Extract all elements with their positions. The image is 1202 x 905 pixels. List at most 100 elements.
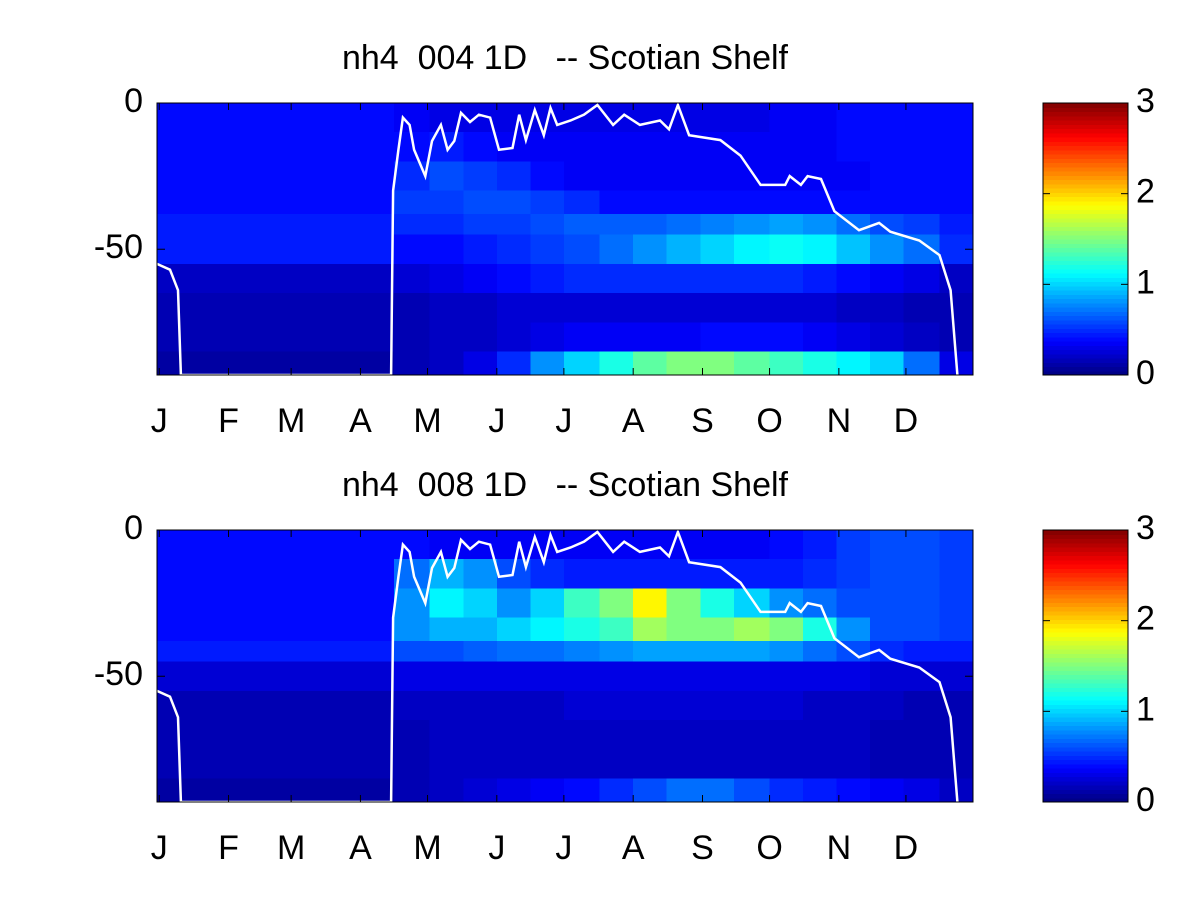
heatmap-cell xyxy=(259,322,294,353)
heatmap-cell xyxy=(496,322,531,353)
colorbar-step xyxy=(1043,128,1128,134)
heatmap-cell xyxy=(803,690,838,721)
heatmap-cell xyxy=(733,161,771,192)
colorbar-step xyxy=(1043,120,1128,125)
heatmap-cell xyxy=(733,778,771,803)
heatmap-cell xyxy=(429,214,464,236)
heatmap-cell xyxy=(769,322,804,353)
heatmap-cell xyxy=(939,690,974,721)
heatmap-cell xyxy=(326,749,362,780)
colorbar-step xyxy=(1043,636,1128,642)
heatmap-cell xyxy=(190,132,227,163)
heatmap-cell xyxy=(633,263,668,294)
heatmap-cell xyxy=(326,559,362,590)
heatmap-cell xyxy=(870,293,905,323)
heatmap-cell xyxy=(836,559,871,590)
x-tick-label: D xyxy=(894,402,919,440)
heatmap-cell xyxy=(633,641,668,663)
heatmap-cell xyxy=(666,161,701,192)
colorbar-step xyxy=(1043,188,1128,193)
colorbar-step xyxy=(1043,555,1128,561)
colorbar-step xyxy=(1043,341,1128,346)
heatmap-cell xyxy=(633,103,668,133)
heatmap-cell xyxy=(393,263,431,294)
heatmap-cell xyxy=(803,720,838,750)
heatmap-cell xyxy=(530,749,565,780)
colorbar-step xyxy=(1043,200,1128,206)
heatmap-cell xyxy=(599,190,634,215)
heatmap-cell xyxy=(769,641,804,663)
heatmap-cell xyxy=(633,559,668,590)
colorbar-step xyxy=(1043,691,1128,697)
heatmap-cell xyxy=(360,641,395,663)
heatmap-cell xyxy=(939,322,974,353)
colorbar-step xyxy=(1043,780,1128,786)
heatmap-cell xyxy=(836,661,871,692)
heatmap-cell xyxy=(563,720,601,750)
heatmap-cell xyxy=(903,720,941,750)
heatmap-cell xyxy=(463,234,498,265)
heatmap-cell xyxy=(666,720,701,750)
colorbar-step xyxy=(1043,149,1128,155)
heatmap-cell xyxy=(259,661,294,692)
heatmap-cell xyxy=(599,214,634,236)
heatmap-cell xyxy=(769,293,804,323)
heatmap-cell xyxy=(530,263,565,294)
heatmap-cell xyxy=(939,559,974,590)
heatmap-cell xyxy=(903,690,941,721)
colorbar-step xyxy=(1043,700,1128,705)
heatmap-cell xyxy=(496,690,531,721)
heatmap-cell xyxy=(293,132,328,163)
heatmap-cell xyxy=(226,778,261,803)
heatmap-cell xyxy=(700,234,735,265)
colorbar-step xyxy=(1043,103,1128,108)
heatmap-cell xyxy=(393,190,431,215)
colorbar-step xyxy=(1043,209,1128,215)
colorbar-step xyxy=(1043,585,1128,591)
heatmap-cell xyxy=(700,103,735,133)
colorbar-step xyxy=(1043,362,1128,368)
chart-title: nh4 008 1D -- Scotian Shelf xyxy=(342,466,789,504)
colorbar-step xyxy=(1043,793,1128,799)
colorbar-step xyxy=(1043,661,1128,667)
heatmap-cell xyxy=(226,161,261,192)
heatmap-cell xyxy=(700,690,735,721)
heatmap-cell xyxy=(769,720,804,750)
colorbar-step xyxy=(1043,260,1128,266)
heatmap-cell xyxy=(259,778,294,803)
heatmap-cell xyxy=(733,530,771,560)
heatmap-cell xyxy=(733,214,771,236)
heatmap-cell xyxy=(226,720,261,750)
heatmap-cell xyxy=(769,263,804,294)
heatmap-cell xyxy=(903,351,941,376)
heatmap-cell xyxy=(939,588,974,619)
colorbar-step xyxy=(1043,772,1128,778)
heatmap-cells xyxy=(157,530,974,803)
colorbar-step xyxy=(1043,725,1128,731)
heatmap-cell xyxy=(259,234,294,265)
heatmap-cell xyxy=(939,530,974,560)
colorbar-step xyxy=(1043,751,1128,756)
heatmap-cell xyxy=(157,351,192,376)
heatmap-cell xyxy=(530,214,565,236)
heatmap-cell xyxy=(939,263,974,294)
heatmap-cell xyxy=(463,690,498,721)
colorbar-step xyxy=(1043,559,1128,565)
heatmap-cell xyxy=(226,322,261,353)
heatmap-cell xyxy=(939,617,974,642)
heatmap-cell xyxy=(633,778,668,803)
colorbar-step xyxy=(1043,319,1128,325)
heatmap-cell xyxy=(836,351,871,376)
colorbar-tick-label: 0 xyxy=(1136,354,1155,392)
heatmap-cell xyxy=(666,351,701,376)
colorbar-step xyxy=(1043,226,1128,232)
colorbar-step xyxy=(1043,768,1128,773)
heatmap-cell xyxy=(326,351,362,376)
colorbar-step xyxy=(1043,358,1128,363)
heatmap-cell xyxy=(836,293,871,323)
heatmap-cell xyxy=(190,103,227,133)
x-tick-label: O xyxy=(756,402,782,440)
heatmap-cell xyxy=(496,749,531,780)
colorbar-step xyxy=(1043,328,1128,334)
